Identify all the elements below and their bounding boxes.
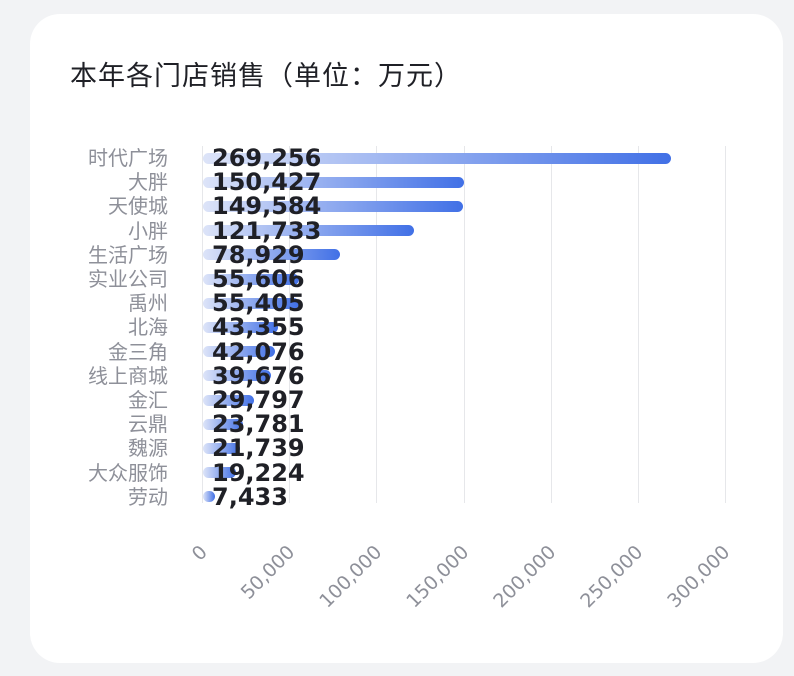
value-label: 21,739 [212, 434, 305, 463]
category-label: 金三角 [108, 339, 168, 364]
bar[interactable] [203, 442, 240, 454]
x-tick-label: 100,000 [315, 541, 387, 613]
gridline [637, 146, 639, 503]
category-label: 线上商城 [88, 363, 168, 388]
category-label: 劳动 [128, 484, 168, 509]
category-label: 时代广场 [88, 146, 168, 170]
x-tick-label: 0 [187, 541, 212, 566]
category-label: 小胖 [128, 218, 168, 243]
bar[interactable] [203, 370, 272, 382]
chart-title: 本年各门店销售（单位：万元） [70, 61, 462, 92]
bar[interactable] [203, 200, 463, 212]
gridline [289, 146, 291, 503]
value-label: 42,076 [212, 337, 305, 366]
value-label: 121,733 [212, 216, 322, 245]
x-tick-label: 200,000 [489, 541, 561, 613]
chart-card [30, 14, 783, 663]
bar[interactable] [203, 297, 299, 309]
category-label: 禹州 [128, 291, 168, 316]
category-label: 云鼎 [128, 412, 168, 437]
bar[interactable] [203, 249, 340, 261]
value-label: 7,433 [212, 482, 288, 511]
gridline [725, 146, 726, 503]
x-tick-label: 300,000 [663, 541, 735, 613]
bar[interactable] [203, 346, 276, 358]
value-label: 55,405 [212, 289, 305, 318]
category-label: 北海 [128, 315, 168, 340]
value-label: 23,781 [212, 410, 305, 439]
bar[interactable] [203, 467, 236, 479]
value-label: 150,427 [212, 168, 322, 197]
category-label: 生活广场 [88, 242, 168, 267]
bar[interactable] [203, 321, 278, 333]
value-label: 39,676 [212, 361, 305, 390]
bar[interactable] [203, 418, 244, 430]
category-label: 金汇 [128, 388, 168, 412]
gridline [550, 146, 552, 503]
bar[interactable] [203, 394, 254, 406]
category-label: 魏源 [128, 436, 168, 461]
bar[interactable] [203, 176, 465, 188]
category-label: 大胖 [128, 170, 168, 195]
x-tick-label: 50,000 [236, 541, 299, 604]
x-tick-label: 150,000 [402, 541, 474, 613]
bar[interactable] [203, 273, 299, 285]
value-label: 149,584 [212, 192, 322, 221]
category-label: 实业公司 [88, 267, 168, 291]
bar[interactable] [203, 491, 215, 503]
bar[interactable] [203, 225, 415, 237]
value-label: 19,224 [212, 458, 305, 487]
value-label: 78,929 [212, 240, 305, 269]
value-label: 269,256 [212, 144, 322, 172]
gridline [202, 146, 203, 503]
category-label: 天使城 [108, 194, 168, 219]
value-label: 55,606 [212, 265, 305, 293]
x-tick-label: 250,000 [576, 541, 648, 613]
gridline [376, 146, 378, 503]
category-label: 大众服饰 [88, 460, 168, 485]
value-label: 29,797 [212, 386, 305, 414]
value-label: 43,355 [212, 313, 305, 342]
gridline [463, 146, 465, 503]
bar[interactable] [203, 152, 672, 164]
